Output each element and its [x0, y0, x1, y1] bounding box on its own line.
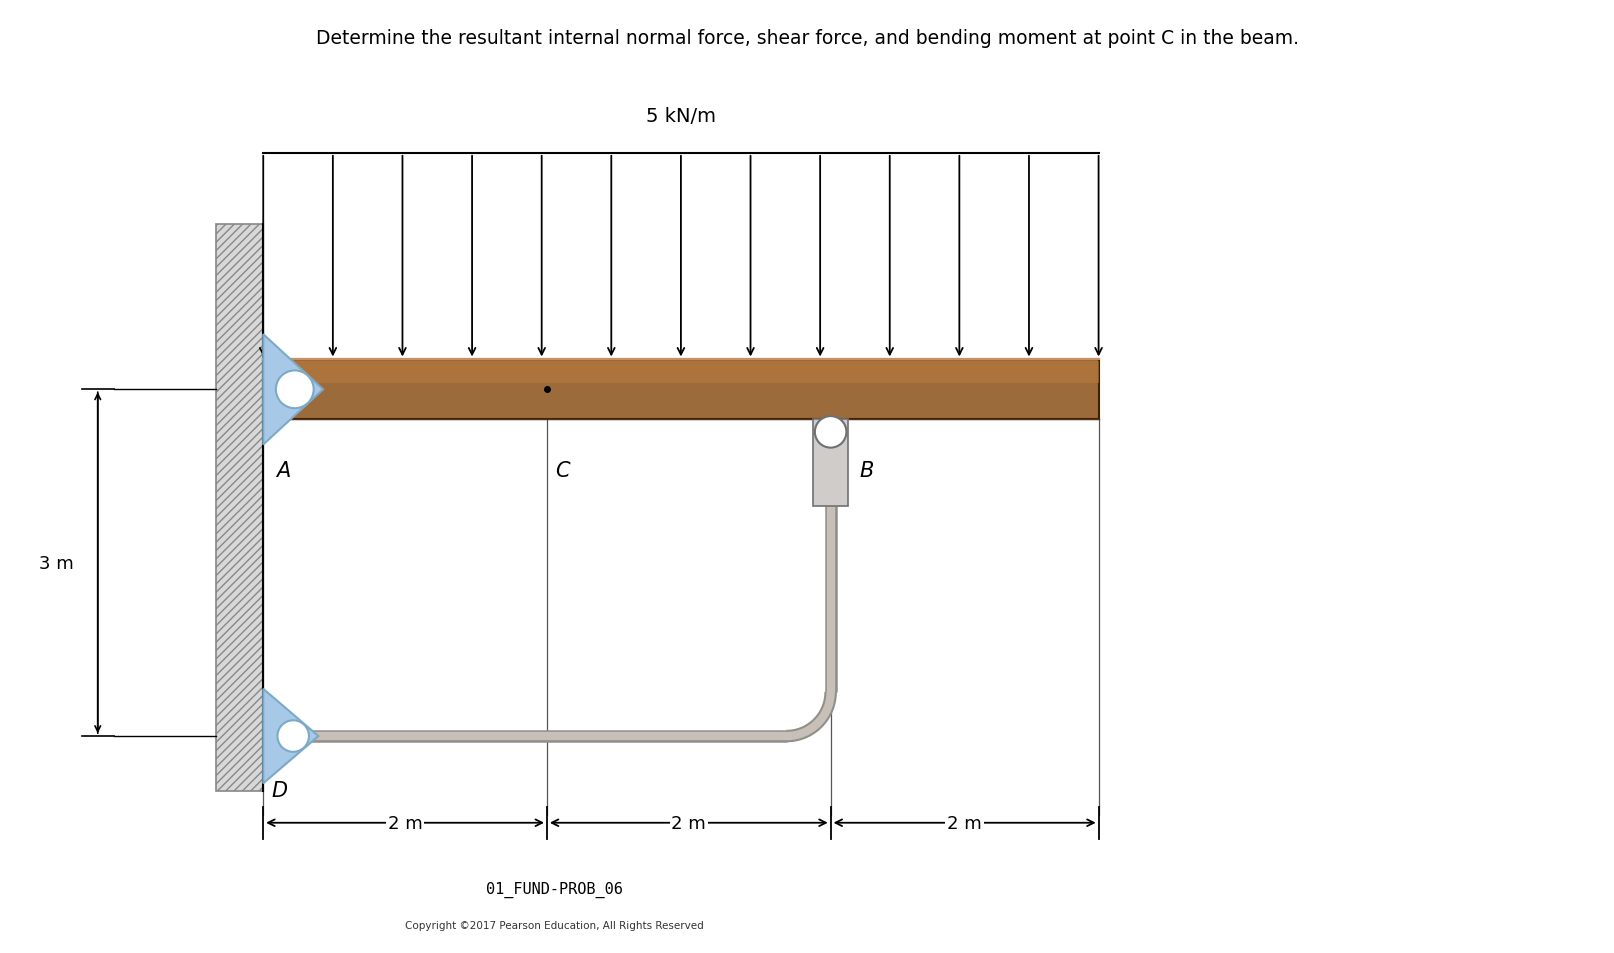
- Circle shape: [278, 720, 308, 752]
- Text: 2 m: 2 m: [671, 814, 707, 832]
- Text: Copyright ©2017 Pearson Education, All Rights Reserved: Copyright ©2017 Pearson Education, All R…: [405, 921, 704, 930]
- Text: Determine the resultant internal normal force, shear force, and bending moment a: Determine the resultant internal normal …: [315, 29, 1299, 48]
- Text: 5 kN/m: 5 kN/m: [646, 107, 717, 126]
- Polygon shape: [263, 689, 318, 783]
- Text: D: D: [271, 781, 287, 801]
- Text: 2 m: 2 m: [387, 814, 423, 832]
- Text: A: A: [276, 460, 291, 480]
- Text: C: C: [555, 460, 570, 480]
- Circle shape: [815, 416, 846, 448]
- Bar: [216, 225, 263, 791]
- Text: 01_FUND-PROB_06: 01_FUND-PROB_06: [486, 881, 623, 897]
- Polygon shape: [263, 335, 323, 445]
- Circle shape: [276, 371, 313, 409]
- Bar: [813, 420, 847, 506]
- Text: 2 m: 2 m: [947, 814, 981, 832]
- Text: 3 m: 3 m: [39, 554, 74, 572]
- Text: B: B: [859, 460, 873, 480]
- Bar: [263, 360, 1099, 420]
- Bar: [263, 361, 1099, 384]
